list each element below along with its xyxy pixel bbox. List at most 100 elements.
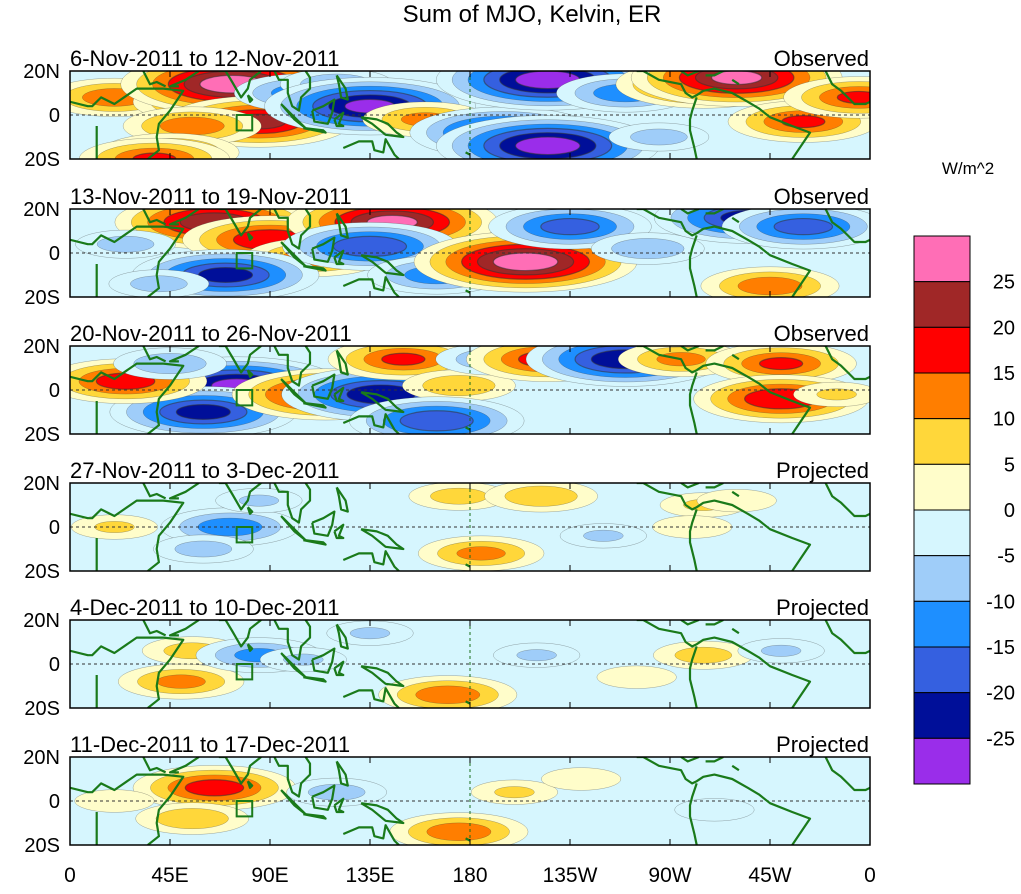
x-tick-label: 180 <box>452 864 487 887</box>
coastline <box>342 138 400 159</box>
coastline <box>218 483 262 511</box>
colorbar-tick-label: 5 <box>1004 454 1015 476</box>
coastline <box>342 550 400 571</box>
anomaly-field <box>74 765 755 845</box>
anomaly-contour <box>514 136 581 156</box>
coastline <box>70 499 185 571</box>
coastline <box>335 349 349 376</box>
coastline <box>273 483 312 524</box>
coastline <box>680 71 700 77</box>
anomaly-field <box>75 209 870 297</box>
panel-date-range: 4-Dec-2011 to 10-Dec-2011 <box>70 595 339 620</box>
coastline <box>636 620 812 708</box>
coastline <box>218 209 262 237</box>
anomaly-field <box>70 483 777 571</box>
coastline <box>636 346 812 434</box>
coastline <box>142 620 167 637</box>
y-tick-label: 20S <box>24 561 60 583</box>
y-tick-label: 20S <box>24 424 60 446</box>
anomaly-field <box>70 71 870 159</box>
y-tick-label: 20S <box>24 835 60 857</box>
coastline <box>465 151 471 156</box>
map-panel: 4-Dec-2011 to 10-Dec-2011 Projected 20N 0 20… <box>23 595 871 720</box>
anomaly-contour <box>175 404 231 420</box>
coastlines <box>70 757 870 845</box>
coastline <box>311 236 336 263</box>
anomaly-contour <box>816 388 857 401</box>
x-tick-label: 0 <box>64 864 76 887</box>
anomaly-contour <box>494 786 535 799</box>
coastline <box>142 483 167 500</box>
colorbar-unit-label: W/m^2 <box>942 159 994 178</box>
coastline <box>465 563 471 568</box>
x-tick-label: 90W <box>648 864 691 887</box>
colorbar-tick-label: -20 <box>986 683 1015 705</box>
x-tick-label: 0 <box>864 864 876 887</box>
coastline <box>465 289 471 294</box>
map-plot <box>70 209 870 297</box>
coastline <box>333 249 345 266</box>
coastline <box>731 627 740 635</box>
colorbar-swatch <box>913 692 971 739</box>
coastline <box>680 483 700 489</box>
coastline <box>333 523 345 540</box>
coastline <box>465 837 471 842</box>
reference-box <box>235 663 254 681</box>
chart-title: Sum of MJO, Kelvin, ER <box>403 1 662 28</box>
coastline <box>168 209 200 226</box>
coastline <box>731 78 740 86</box>
coastline <box>280 789 307 816</box>
coastline <box>335 486 349 513</box>
colorbar-swatch <box>913 737 971 785</box>
colorbar-tick-label: -15 <box>986 637 1015 659</box>
anomaly-contour <box>541 767 622 791</box>
y-tick-label: 20N <box>23 336 60 358</box>
coastline <box>218 757 262 785</box>
anomaly-contour <box>504 485 578 507</box>
colorbar-tick-label: 25 <box>993 272 1015 294</box>
coastline <box>688 97 698 159</box>
coastline <box>824 757 870 792</box>
coastline <box>70 773 185 845</box>
coastline <box>168 346 200 363</box>
anomaly-contour <box>422 375 496 396</box>
coastline <box>70 362 185 434</box>
coastline <box>280 652 307 679</box>
coastline <box>246 232 254 241</box>
map-panel: 20-Nov-2011 to 26-Nov-2011 Observed 20N 0 20… <box>23 321 871 446</box>
coastline <box>246 780 254 789</box>
coastline <box>335 623 349 650</box>
panels: 6-Nov-2011 to 12-Nov-2011 Observed 20N 0 20S… <box>23 46 871 857</box>
coastline <box>731 353 740 361</box>
anomaly-contour <box>760 644 802 657</box>
coastline <box>218 620 262 648</box>
colorbar-swatch <box>913 372 971 420</box>
coastline <box>705 71 724 77</box>
coastline <box>280 378 307 405</box>
coastline <box>311 510 336 537</box>
anomaly-contour <box>773 217 834 236</box>
coastline <box>360 528 405 551</box>
anomaly-contour <box>415 685 481 704</box>
panel-date-range: 6-Nov-2011 to 12-Nov-2011 <box>70 46 339 71</box>
map-plot <box>70 483 870 571</box>
coastline <box>303 265 327 272</box>
coastline <box>311 784 336 811</box>
coastline <box>731 216 740 224</box>
colorbar-swatch <box>913 281 971 328</box>
coastline <box>824 483 870 518</box>
coastline <box>680 620 700 626</box>
colorbar-swatch <box>913 646 971 694</box>
coastline <box>360 116 405 139</box>
y-tick-label: 0 <box>49 654 60 676</box>
coastline <box>70 87 185 159</box>
coastline <box>311 98 336 125</box>
colorbar-tick-label: 20 <box>993 317 1015 339</box>
anomaly-contour <box>674 646 733 664</box>
coastline <box>636 71 812 159</box>
reference-box <box>235 389 254 407</box>
reference-box <box>235 526 254 544</box>
coastline <box>280 103 307 130</box>
panel-date-range: 20-Nov-2011 to 26-Nov-2011 <box>70 321 352 346</box>
